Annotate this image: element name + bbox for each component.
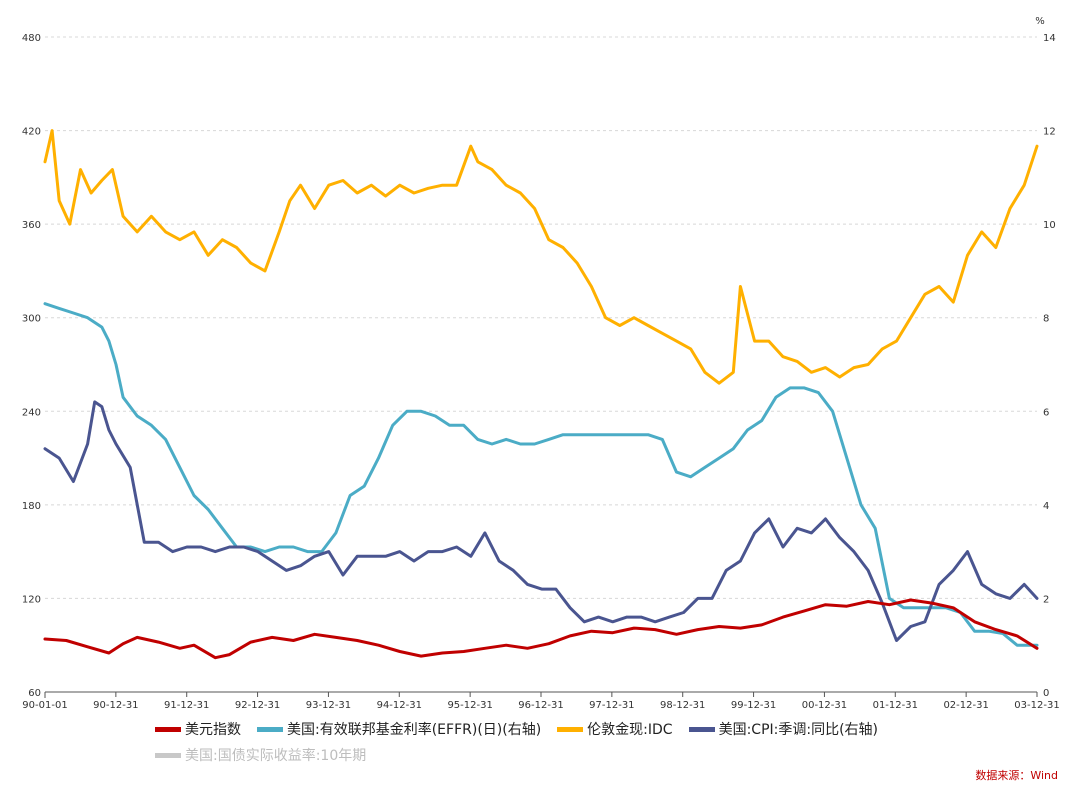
legend-swatch-orange [557, 726, 584, 732]
right-tick-label: 6 [1043, 407, 1049, 418]
right-axis-unit: % [1035, 16, 1045, 27]
x-tick-label: 98-12-31 [660, 700, 705, 710]
x-tick-label: 00-12-31 [802, 700, 847, 710]
series-cpi-line [43, 400, 1039, 642]
x-tick-label: 90-12-31 [93, 700, 138, 710]
x-tick-label: 96-12-31 [518, 700, 563, 710]
legend-swatch-red [155, 726, 181, 732]
legend-item-gold[interactable]: 伦敦金现:IDC [557, 719, 673, 739]
legend-item-effr[interactable]: 美国:有效联邦基金利率(EFFR)(日)(右轴) [257, 719, 541, 739]
right-tick-label: 2 [1043, 594, 1049, 605]
x-tick-label: 01-12-31 [873, 700, 918, 710]
right-tick-label: 4 [1043, 501, 1049, 512]
left-tick-label: 300 [22, 314, 41, 325]
legend-item-usd-index[interactable]: 美元指数 [155, 719, 241, 739]
x-tick-label: 03-12-31 [1014, 700, 1059, 710]
series-usd-index-line [43, 598, 1039, 660]
x-tick-label: 91-12-31 [164, 700, 209, 710]
legend: 美元指数 美国:有效联邦基金利率(EFFR)(日)(右轴) 伦敦金现:IDC 美… [155, 716, 1015, 768]
legend-label: 伦敦金现:IDC [587, 722, 673, 738]
left-tick-label: 420 [22, 127, 41, 138]
right-tick-label: 10 [1043, 220, 1056, 231]
x-tick-label: 02-12-31 [943, 700, 988, 710]
right-tick-label: 12 [1043, 127, 1056, 138]
x-axis-labels: 90-01-01 90-12-31 91-12-31 92-12-31 93-12-31… [22, 692, 1060, 710]
gridlines [45, 36, 1037, 599]
x-tick-label: 94-12-31 [377, 700, 422, 710]
legend-swatch-gray [155, 752, 181, 758]
left-tick-label: 180 [22, 501, 41, 512]
series-gold-line [43, 129, 1039, 385]
x-tick-label: 95-12-31 [447, 700, 492, 710]
x-tick-label: 93-12-31 [306, 700, 351, 710]
data-source: 数据来源：Wind [975, 769, 1058, 782]
x-tick-label: 92-12-31 [235, 700, 280, 710]
x-tick-label: 99-12-31 [731, 700, 776, 710]
left-tick-label: 60 [28, 688, 41, 699]
legend-label: 美国:国债实际收益率:10年期 [185, 748, 367, 764]
legend-item-cpi[interactable]: 美国:CPI:季调:同比(右轴) [688, 719, 878, 739]
legend-row-2: 美国:国债实际收益率:10年期 [155, 742, 1015, 768]
legend-row-1: 美元指数 美国:有效联邦基金利率(EFFR)(日)(右轴) 伦敦金现:IDC 美… [155, 716, 1015, 742]
x-tick-label: 90-01-01 [22, 700, 67, 710]
legend-label: 美元指数 [185, 722, 241, 738]
right-tick-label: 14 [1043, 33, 1056, 44]
legend-item-real-yield[interactable]: 美国:国债实际收益率:10年期 [155, 745, 366, 765]
right-tick-label: 0 [1043, 688, 1049, 699]
left-tick-label: 360 [22, 220, 41, 231]
left-tick-label: 120 [22, 594, 41, 605]
chart-canvas: 60 120 180 240 300 360 420 480 0 2 4 6 8 10 12 14 % 90… [22, 16, 1060, 710]
legend-label: 美国:有效联邦基金利率(EFFR)(日)(右轴) [287, 722, 542, 738]
right-tick-label: 8 [1043, 314, 1049, 325]
legend-swatch-teal [257, 726, 283, 732]
series-effr-line [43, 302, 1039, 647]
legend-swatch-navy [688, 726, 715, 732]
left-tick-label: 480 [22, 33, 41, 44]
legend-label: 美国:CPI:季调:同比(右轴) [718, 722, 878, 738]
left-tick-label: 240 [22, 407, 41, 418]
series-lines [43, 129, 1039, 660]
left-axis-labels: 60 120 180 240 300 360 420 480 [22, 33, 41, 699]
x-tick-label: 97-12-31 [589, 700, 634, 710]
right-axis-labels: 0 2 4 6 8 10 12 14 [1043, 33, 1056, 699]
